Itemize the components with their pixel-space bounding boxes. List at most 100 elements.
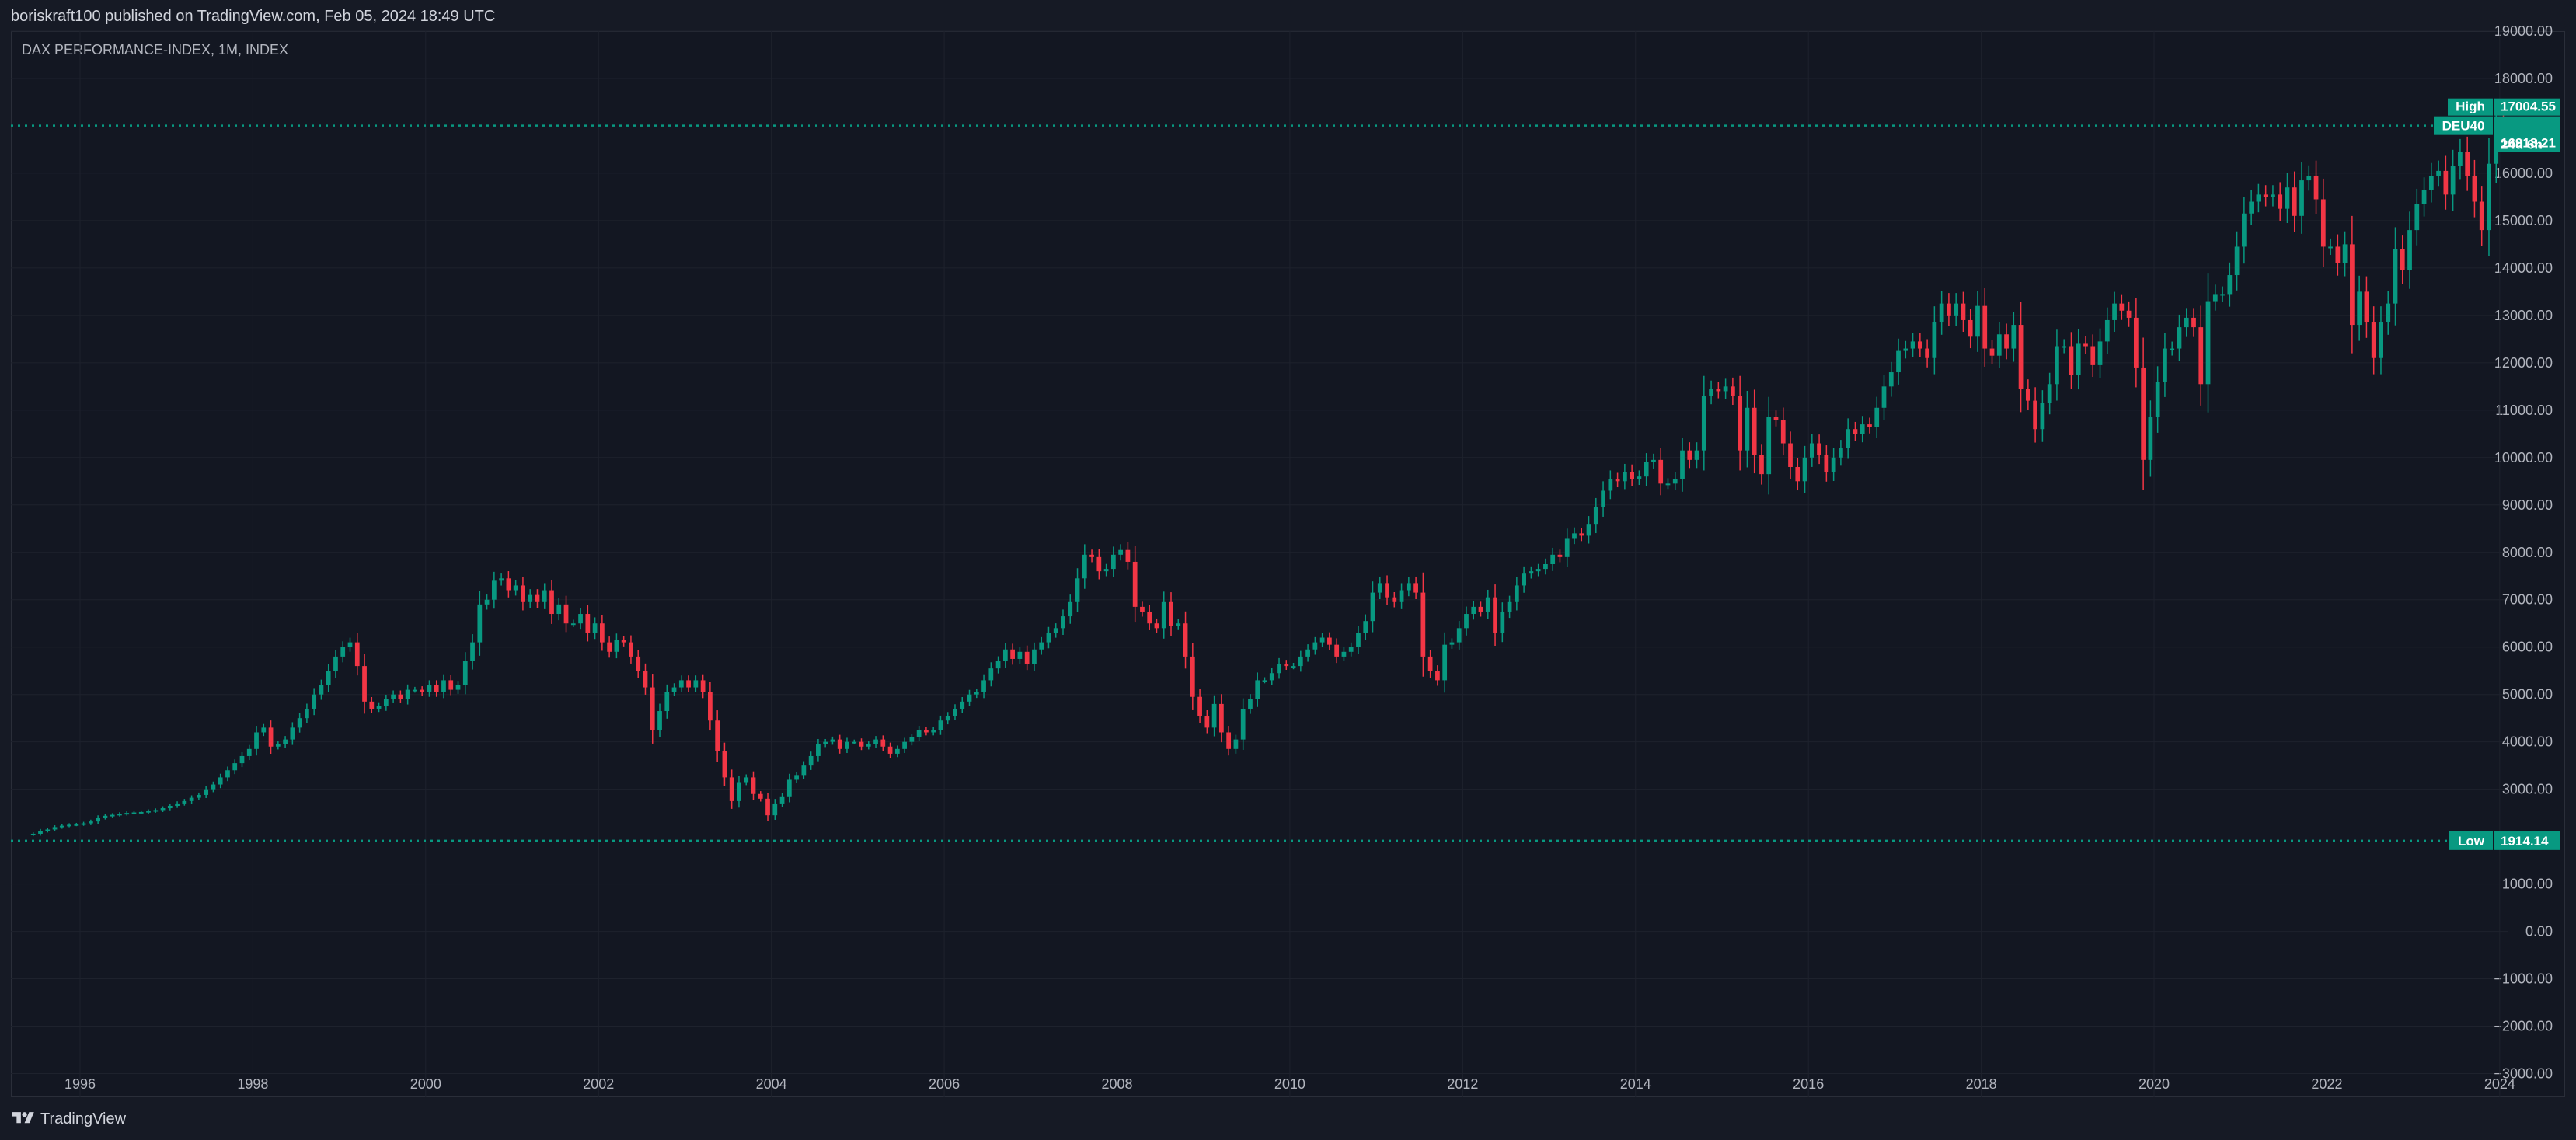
candle-body: [722, 751, 727, 778]
candle-body: [146, 811, 151, 813]
candle-body: [2263, 194, 2268, 197]
high-value-bg: [2494, 98, 2560, 116]
candle-body: [1788, 443, 1793, 467]
candle-body: [96, 818, 101, 822]
candle-body: [1766, 417, 1772, 475]
candle-body: [859, 741, 864, 747]
tradingview-brand: TradingView: [40, 1110, 127, 1128]
candle-body: [2386, 303, 2391, 323]
candle-body: [2227, 275, 2233, 295]
candle-body: [138, 811, 144, 814]
candle-body: [1204, 716, 1210, 728]
candle-body: [484, 599, 490, 605]
y-tick-label: 10000.00: [2494, 450, 2553, 465]
candle-body: [268, 727, 274, 747]
header-bar: boriskraft100 published on TradingView.c…: [0, 0, 2576, 31]
candle-body: [2033, 400, 2037, 430]
candle-body: [1176, 623, 1181, 626]
candle-body: [636, 656, 641, 671]
chart-title: DAX PERFORMANCE-INDEX, 1M, INDEX: [22, 42, 289, 58]
candle-body: [1211, 703, 1217, 728]
x-tick-label: 2008: [1101, 1076, 1132, 1092]
low-label: Low: [2458, 834, 2485, 849]
candle-body: [1672, 479, 1678, 484]
x-tick-label: 2022: [2311, 1076, 2342, 1092]
candle-body: [2191, 317, 2196, 328]
candle-body: [1089, 554, 1094, 557]
candle-body: [204, 789, 209, 795]
candle-body: [160, 808, 166, 811]
footer-bar: [0, 1097, 2576, 1140]
candle-body: [225, 770, 230, 778]
candle-body: [1226, 732, 1232, 749]
candle-body: [1456, 628, 1462, 643]
candle-body: [521, 585, 525, 602]
candle-body: [708, 692, 713, 721]
candle-body: [2379, 322, 2383, 358]
candle-body: [2350, 244, 2355, 326]
candle-body: [413, 689, 417, 692]
candle-body: [455, 685, 461, 690]
candle-body: [2177, 327, 2182, 349]
candle-body: [909, 737, 915, 742]
y-tick-label: 11000.00: [2495, 403, 2553, 418]
candle-body: [1118, 549, 1124, 555]
candle-body: [333, 656, 338, 671]
candle-body: [2465, 152, 2470, 176]
candle-body: [887, 746, 893, 754]
candle-body: [354, 642, 360, 667]
candle-body: [1161, 601, 1166, 629]
candle-body: [1154, 623, 1159, 629]
candle-body: [1888, 372, 1894, 387]
candle-body: [218, 777, 223, 785]
candle-body: [1817, 443, 1821, 455]
candle-body: [1219, 703, 1224, 733]
y-tick-label: 0.00: [2525, 924, 2553, 940]
candle-body: [1630, 472, 1635, 479]
candle-body: [2342, 244, 2348, 263]
candle-body: [2271, 194, 2275, 197]
candle-body: [2055, 346, 2059, 385]
candle-body: [1557, 554, 1563, 557]
tradingview-logo-icon: [12, 1112, 34, 1124]
candle-body: [1543, 564, 1548, 570]
candle-body: [2285, 187, 2290, 209]
candle-body: [1932, 322, 1937, 358]
candle-body: [232, 763, 238, 771]
candle-body: [1939, 303, 1944, 323]
x-tick-label: 2012: [1447, 1076, 1478, 1092]
chart-frame[interactable]: [11, 31, 2565, 1097]
candle-body: [110, 814, 115, 817]
candle-body: [1752, 407, 1757, 455]
candle-body: [1846, 429, 1851, 448]
candle-body: [1579, 533, 1584, 536]
high-label-bg: [2448, 98, 2493, 116]
candle-body: [1096, 556, 1102, 572]
candle-body: [1291, 666, 1296, 668]
candle-body: [1608, 479, 1613, 491]
candle-body: [1420, 592, 1426, 657]
candle-body: [239, 755, 245, 764]
candle-body: [2025, 389, 2030, 401]
candle-body: [1305, 649, 1310, 657]
candle-body: [866, 744, 871, 747]
candle-body: [2450, 166, 2456, 195]
candle-body: [1867, 424, 1872, 427]
candle-body: [1046, 633, 1051, 643]
candle-body: [1319, 637, 1325, 643]
candle-body: [852, 741, 857, 744]
x-tick-label: 1998: [237, 1076, 268, 1092]
candle-body: [376, 706, 382, 709]
candle-body: [2400, 249, 2405, 270]
candle-body: [2335, 246, 2341, 263]
last-symbol-bg: [2434, 116, 2493, 135]
candle-body: [1881, 386, 1887, 408]
high-value: 17004.55: [2501, 99, 2556, 114]
candle-body: [2364, 291, 2369, 323]
candle-body: [420, 689, 425, 692]
candle-body: [506, 578, 511, 591]
candle-body: [1377, 583, 1382, 593]
candle-body: [1874, 407, 1880, 427]
candle-body: [369, 701, 375, 709]
